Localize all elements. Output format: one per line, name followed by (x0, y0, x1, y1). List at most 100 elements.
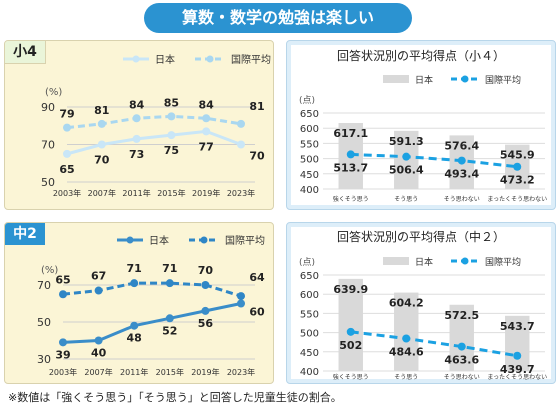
data-point (97, 119, 106, 128)
y-tick-label: 90 (41, 101, 55, 114)
data-point (237, 299, 245, 308)
category-label: そう思う (394, 196, 418, 203)
y-tick-label: 500 (300, 329, 319, 340)
data-label: 67 (91, 270, 106, 283)
legend-label-japan: 日本 (415, 74, 433, 86)
x-tick-label: 2015年 (157, 188, 185, 198)
data-point (130, 321, 139, 330)
data-point (167, 131, 176, 140)
y-tick-label: 450 (300, 348, 319, 359)
x-tick-label: 2019年 (191, 367, 219, 377)
legend-label-japan: 日本 (149, 234, 169, 247)
category-label: 強くそう思う (333, 195, 369, 203)
x-tick-label: 2011年 (120, 367, 148, 377)
footnote: ※数値は「強くそう思う」「そう思う」と回答した児童生徒の割合。 (8, 391, 342, 404)
panel-grade8-score: 回答状況別の平均得点（中２） (点) 650 600 550 500 450 400 639.9… (286, 222, 556, 384)
bar-value-label: 572.5 (444, 309, 479, 322)
data-label: 75 (164, 144, 179, 157)
data-point (165, 279, 174, 288)
x-tick-label: 2003年 (49, 367, 77, 377)
data-label: 65 (59, 163, 74, 176)
data-label: 73 (129, 148, 144, 161)
y-axis-unit: (点) (299, 95, 315, 106)
category-label: まったくそう思わない (487, 196, 547, 203)
bar-japan (394, 292, 419, 371)
category-label: まったくそう思わない (487, 374, 547, 381)
line-value-label: 484.6 (389, 346, 424, 359)
line-value-label: 513.7 (333, 161, 368, 174)
line-value-label: 439.7 (500, 363, 535, 376)
bar-japan (338, 278, 363, 371)
legend-marker-japan (132, 55, 140, 63)
bar-value-label: 545.9 (500, 149, 535, 162)
y-tick-label: 50 (41, 176, 55, 189)
y-axis-unit: (点) (299, 257, 315, 268)
series-line-international (350, 152, 518, 169)
data-point (94, 286, 103, 295)
bar-value-label: 591.3 (389, 135, 424, 148)
y-tick-label: 30 (37, 353, 51, 366)
legend-marker-international (461, 257, 469, 265)
legend-marker-international (200, 236, 208, 244)
data-point (63, 123, 71, 132)
panel-grade4-trend: 小4 (%) 90 70 50 2003年 2007年 2011年 2015年 2019年 202… (4, 40, 274, 210)
y-tick-label: 450 (300, 170, 319, 181)
x-tick-label: 2023年 (227, 188, 255, 198)
data-label: 77 (199, 140, 214, 153)
y-axis-unit: (%) (41, 265, 58, 276)
category-label: そう思わない (444, 196, 480, 203)
panel-grade8-trend: 中2 (%) 70 50 30 2003年 2007年 2011年 2015年 2019年 202… (4, 222, 274, 384)
y-tick-label: 400 (300, 185, 319, 196)
line-value-label: 493.4 (444, 168, 479, 181)
grade-label-sho4: 小4 (5, 41, 46, 64)
data-label: 71 (127, 262, 142, 275)
data-point (97, 140, 106, 149)
series-line-japan (62, 302, 242, 344)
data-point (202, 127, 211, 136)
data-label: 71 (162, 262, 177, 275)
bar-chart-grade8: 回答状況別の平均得点（中２） (点) 650 600 550 500 450 400 639.9… (299, 229, 547, 381)
data-point (237, 140, 245, 149)
line-value-label: 502 (339, 339, 362, 352)
series-line-international (66, 114, 242, 130)
data-label: 65 (55, 273, 70, 286)
data-label: 84 (129, 98, 145, 111)
data-point (202, 114, 211, 123)
y-tick-label: 70 (41, 139, 55, 152)
bar-value-label: 617.1 (333, 127, 368, 140)
data-point (167, 112, 176, 121)
y-tick-label: 600 (300, 124, 319, 135)
y-tick-label: 650 (300, 271, 319, 282)
line-value-label: 463.6 (444, 354, 479, 367)
x-tick-label: 2023年 (227, 367, 255, 377)
data-point (201, 281, 210, 289)
y-tick-label: 550 (300, 309, 319, 320)
bar-japan (449, 304, 474, 371)
data-point (237, 119, 245, 128)
data-label: 64 (249, 271, 265, 284)
category-label: そう思う (394, 374, 418, 381)
data-label: 79 (59, 108, 74, 121)
legend-label-international: 国際平均 (485, 256, 521, 268)
bar-chart-grade4: 回答状況別の平均得点（小４） (点) 650 600 550 500 450 400 617.1… (299, 48, 547, 203)
y-tick-label: 650 (300, 109, 319, 120)
category-label: 強くそう思う (333, 373, 369, 381)
data-point (346, 327, 355, 336)
panel-grade4-score: 回答状況別の平均得点（小４） (点) 650 600 550 500 450 400 617.1… (286, 40, 556, 210)
data-label: 84 (199, 98, 215, 111)
data-point (237, 292, 245, 301)
y-tick-label: 600 (300, 290, 319, 301)
data-point (201, 306, 210, 315)
bar-japan (505, 315, 530, 371)
y-tick-label: 70 (37, 279, 51, 292)
y-tick-label: 50 (37, 316, 51, 329)
chart-title: 回答状況別の平均得点（小４） (337, 48, 505, 63)
bar-value-label: 604.2 (389, 297, 424, 310)
legend-label-international: 国際平均 (231, 54, 271, 66)
data-point (165, 314, 174, 323)
legend-swatch-japan (383, 257, 409, 265)
data-label: 40 (91, 347, 107, 360)
x-tick-label: 2011年 (122, 188, 150, 198)
data-point (94, 336, 103, 345)
series-line-international (350, 330, 518, 358)
